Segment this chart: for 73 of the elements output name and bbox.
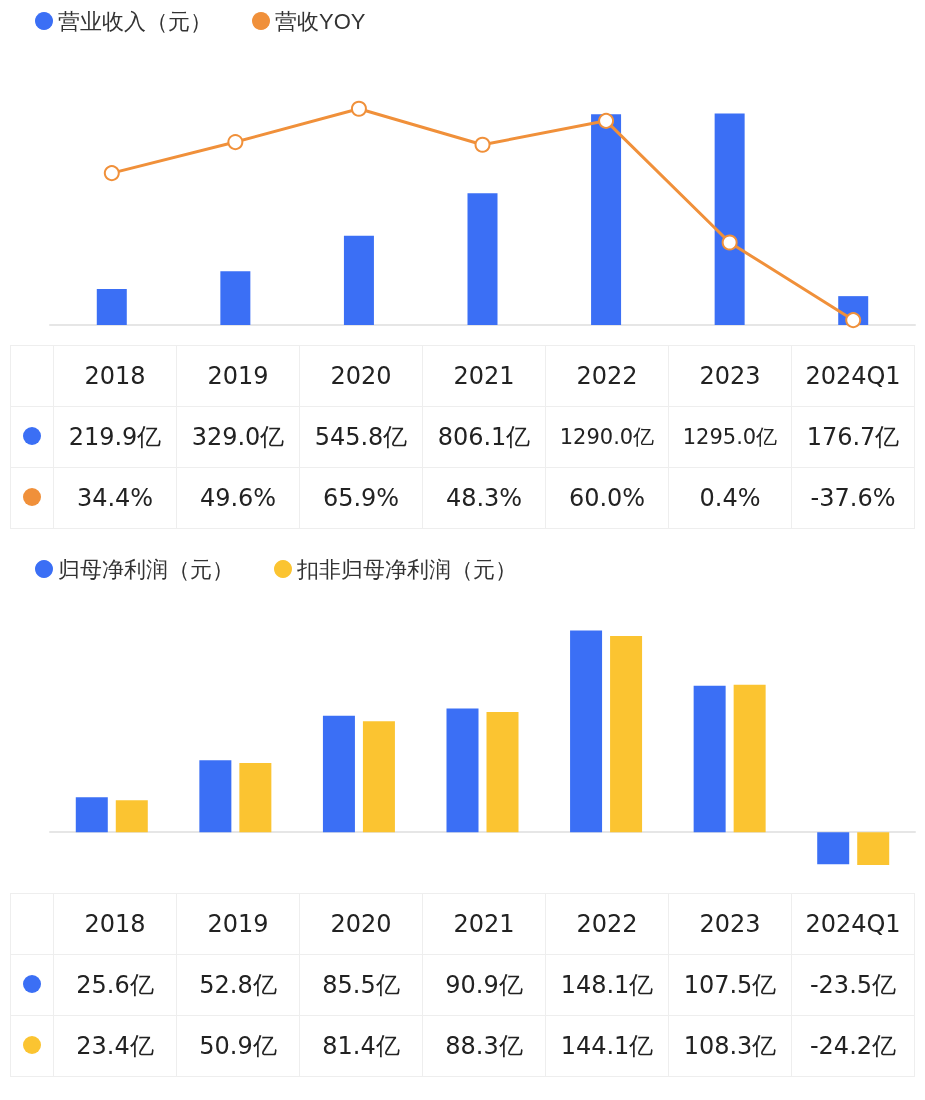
point [845, 312, 862, 329]
legend-label: 扣非归母净利润（元） [296, 556, 517, 582]
point [721, 234, 738, 251]
bar [75, 797, 108, 833]
data-label: 1290.0亿 [545, 406, 669, 468]
data-label: 545.8亿 [299, 406, 423, 468]
data-label: 88.3亿 [422, 1015, 546, 1077]
data-label: 48.3% [422, 467, 546, 529]
data-label: 50.9亿 [176, 1015, 300, 1077]
bar [610, 636, 643, 833]
bar [446, 708, 479, 833]
category-label: 2023 [699, 910, 761, 938]
data-label: -24.2亿 [791, 1015, 915, 1077]
category-label: 2019 [207, 362, 269, 390]
data-label: 1295.0亿 [668, 406, 792, 468]
data-label: 52.8亿 [176, 954, 300, 1016]
data-label: -23.5亿 [791, 954, 915, 1016]
category-label: 2023 [699, 362, 761, 390]
category-label: 2020 [330, 910, 392, 938]
bar [733, 684, 766, 833]
bar [362, 721, 395, 833]
data-label: 49.6% [176, 467, 300, 529]
bar [467, 193, 498, 325]
bar [714, 113, 745, 325]
bar [220, 271, 251, 325]
data-label: 25.6亿 [53, 954, 177, 1016]
bar [591, 114, 622, 325]
data-label: 34.4% [53, 467, 177, 529]
point [103, 165, 120, 182]
data-label: 148.1亿 [545, 954, 669, 1016]
category-label: 2018 [84, 910, 146, 938]
data-label: 176.7亿 [791, 406, 915, 468]
bar [693, 685, 726, 833]
bar [322, 715, 355, 833]
bar [570, 630, 603, 833]
data-label: 219.9亿 [53, 406, 177, 468]
data-label: 90.9亿 [422, 954, 546, 1016]
category-label: 2024Q1 [805, 362, 901, 390]
bar [115, 800, 148, 833]
data-label: 65.9% [299, 467, 423, 529]
point [227, 134, 244, 151]
category-label: 2024Q1 [805, 910, 901, 938]
data-label: 60.0% [545, 467, 669, 529]
bar [239, 762, 272, 833]
data-label: 144.1亿 [545, 1015, 669, 1077]
bar [343, 235, 374, 325]
category-label: 2021 [453, 910, 515, 938]
bar [199, 760, 232, 833]
category-label: 2022 [576, 910, 638, 938]
point [474, 136, 491, 153]
data-label: 81.4亿 [299, 1015, 423, 1077]
data-label: 0.4% [668, 467, 792, 529]
category-label: 2022 [576, 362, 638, 390]
point [598, 112, 615, 129]
data-label: -37.6% [791, 467, 915, 529]
data-label: 85.5亿 [299, 954, 423, 1016]
data-label: 806.1亿 [422, 406, 546, 468]
legend-label: 归母净利润（元） [58, 556, 234, 582]
category-label: 2019 [207, 910, 269, 938]
legend-label: 营业收入（元） [58, 8, 212, 34]
data-label: 329.0亿 [176, 406, 300, 468]
category-label: 2020 [330, 362, 392, 390]
legend-label: 营收YOY [275, 8, 366, 34]
category-label: 2018 [84, 362, 146, 390]
bar [817, 832, 850, 865]
data-label: 107.5亿 [668, 954, 792, 1016]
bar [486, 711, 519, 833]
data-label: 23.4亿 [53, 1015, 177, 1077]
data-label: 108.3亿 [668, 1015, 792, 1077]
category-label: 2021 [453, 362, 515, 390]
point [350, 100, 367, 117]
bar [857, 832, 890, 866]
bar [96, 289, 127, 325]
